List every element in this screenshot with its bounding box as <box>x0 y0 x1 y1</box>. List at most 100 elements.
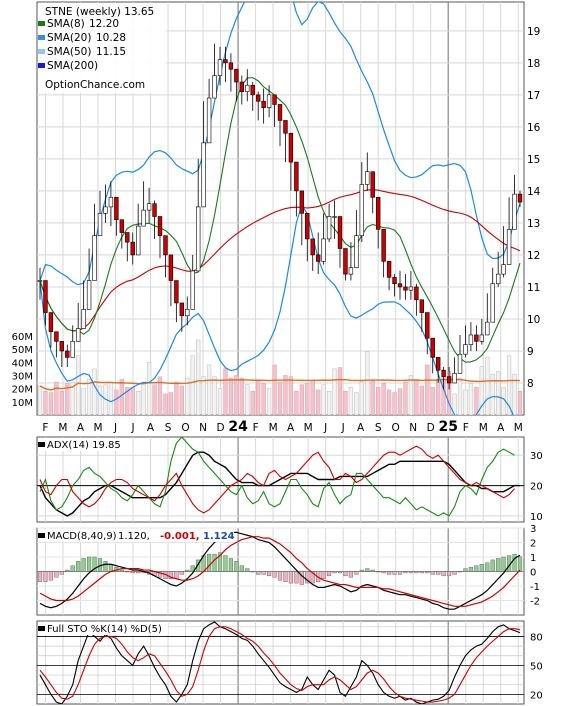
legend-sma50-value: 11.15 <box>96 46 126 58</box>
price-tick-label: 13 <box>527 218 540 230</box>
macd-histogram-bar <box>37 571 43 582</box>
macd-series-line <box>39 531 521 610</box>
volume-bar <box>419 385 424 415</box>
macd-histogram-bar <box>43 571 48 582</box>
volume-bar <box>223 368 228 415</box>
candle-body <box>506 229 512 265</box>
candle-body <box>277 104 283 121</box>
volume-bar <box>141 383 146 415</box>
candle-body <box>163 235 168 256</box>
candle-body <box>299 190 305 214</box>
x-tick-label: 24 <box>228 419 248 435</box>
volume-bar <box>408 375 414 415</box>
macd-histogram-bar <box>365 568 370 572</box>
macd-hist-value: 1.124 <box>203 531 235 542</box>
macd-histogram-bar <box>157 571 163 578</box>
volume-bar <box>168 392 174 415</box>
macd-histogram-bar <box>59 571 64 575</box>
macd-tick-label: 0 <box>530 568 536 579</box>
adx-series-line <box>39 445 515 514</box>
candle-body <box>315 254 321 262</box>
candle-body <box>48 312 54 333</box>
x-tick-label: F <box>463 422 469 434</box>
x-tick-label: O <box>392 422 400 434</box>
x-tick-label: A <box>357 422 365 434</box>
macd-histogram-bar <box>436 571 441 575</box>
candle-body <box>452 373 457 384</box>
volume-bar <box>136 391 141 415</box>
volume-bar <box>365 351 370 415</box>
volume-bar <box>48 392 54 415</box>
x-tick-label: M <box>514 422 523 434</box>
macd-histogram-bar <box>321 571 326 579</box>
macd-histogram-bar <box>419 571 424 574</box>
macd-histogram-bar <box>452 571 457 575</box>
candle-body <box>288 132 294 163</box>
volume-bar <box>376 387 381 415</box>
macd-histogram-bar <box>468 566 473 572</box>
x-tick-label: M <box>269 422 278 434</box>
macd-histogram-bar <box>245 568 250 572</box>
legend-sma20-value: 10.28 <box>96 32 126 44</box>
volume-bar <box>70 381 75 415</box>
macd-histogram-bar <box>136 571 141 574</box>
price-tick-label: 16 <box>527 122 541 134</box>
macd-histogram-bar <box>327 571 332 577</box>
candle-body <box>419 299 425 313</box>
candle-body <box>261 100 266 108</box>
candle-body <box>212 75 217 99</box>
volume-bar <box>326 391 332 415</box>
sma50-line <box>39 189 521 332</box>
x-tick-label: N <box>409 422 417 434</box>
macd-histogram-bar <box>354 571 359 575</box>
macd-histogram-bar <box>223 555 228 572</box>
x-tick-label: J <box>113 422 117 434</box>
candle-body <box>65 350 70 358</box>
volume-bar <box>125 387 130 415</box>
candle-body <box>430 337 435 358</box>
volume-bar <box>179 385 184 415</box>
candle-body <box>310 238 315 256</box>
volume-bar <box>114 389 119 415</box>
bollinger-lower-line <box>39 203 514 415</box>
volume-bar <box>234 375 239 415</box>
macd-histogram-bar <box>81 558 86 572</box>
candle-body <box>272 94 277 105</box>
macd-histogram-bar <box>65 569 70 572</box>
macd-histogram-bar <box>414 571 419 574</box>
candle-body <box>332 216 337 218</box>
x-tick-label: F <box>253 422 259 434</box>
volume-bar <box>92 368 97 415</box>
candle-body <box>512 193 517 230</box>
bollinger-upper-line <box>39 2 521 286</box>
candle-body <box>425 312 430 339</box>
price-tick-label: 8 <box>527 378 534 390</box>
macd-histogram-bar <box>174 571 179 579</box>
candle-body <box>501 264 506 275</box>
macd-histogram-bar <box>277 571 283 581</box>
macd-histogram-bar <box>359 569 364 572</box>
volume-bar <box>190 355 195 415</box>
candle-body <box>283 120 288 134</box>
candle-body <box>266 94 272 108</box>
volume-bar <box>108 381 114 415</box>
volume-bar <box>76 355 81 415</box>
candle-body <box>348 267 354 275</box>
sto-series-line <box>39 626 521 703</box>
candle-body <box>195 206 201 272</box>
x-tick-label: J <box>341 422 345 434</box>
candle-body <box>517 193 523 203</box>
volume-bar <box>130 387 135 415</box>
volume-bar <box>261 383 266 415</box>
x-tick-label: M <box>479 422 488 434</box>
macd-histogram-bar <box>283 571 288 582</box>
volume-tick-label: 50M <box>12 345 33 356</box>
candle-body <box>375 196 381 230</box>
candle-body <box>146 203 152 211</box>
macd-histogram-bar <box>463 568 468 572</box>
candle-body <box>168 254 174 281</box>
volume-tick-label: 60M <box>12 332 33 343</box>
legend-sma8-name: SMA(8) <box>47 18 85 30</box>
price-tick-label: 10 <box>527 314 540 326</box>
candle-body <box>392 277 397 285</box>
